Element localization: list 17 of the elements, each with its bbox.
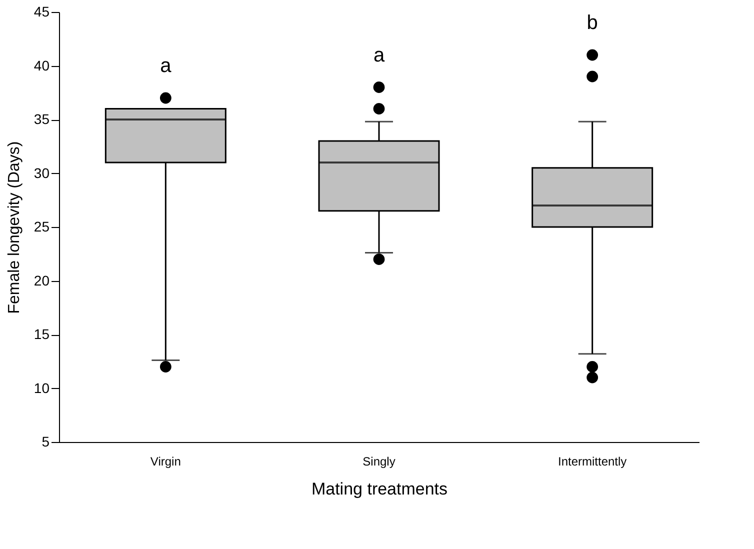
x-axis-title: Mating treatments	[311, 480, 448, 498]
y-tick-label: 25	[34, 218, 50, 234]
y-tick-label: 30	[34, 164, 50, 181]
annotation: a	[160, 55, 172, 77]
y-tick-label: 45	[34, 4, 50, 20]
y-tick-label: 10	[34, 380, 50, 396]
y-tick-label: 5	[42, 434, 50, 450]
x-tick-label: Singly	[362, 454, 396, 468]
y-tick-label: 20	[34, 272, 50, 288]
x-tick-label: Intermittently	[558, 454, 627, 468]
annotation: b	[586, 12, 598, 34]
y-axis-title: Female longevity (Days)	[6, 141, 23, 314]
y-tick-label: 35	[34, 111, 50, 127]
y-tick-label: 15	[34, 326, 50, 342]
annotation: a	[373, 44, 386, 66]
y-tick-label: 40	[34, 57, 50, 74]
x-tick-label: Virgin	[150, 454, 181, 468]
